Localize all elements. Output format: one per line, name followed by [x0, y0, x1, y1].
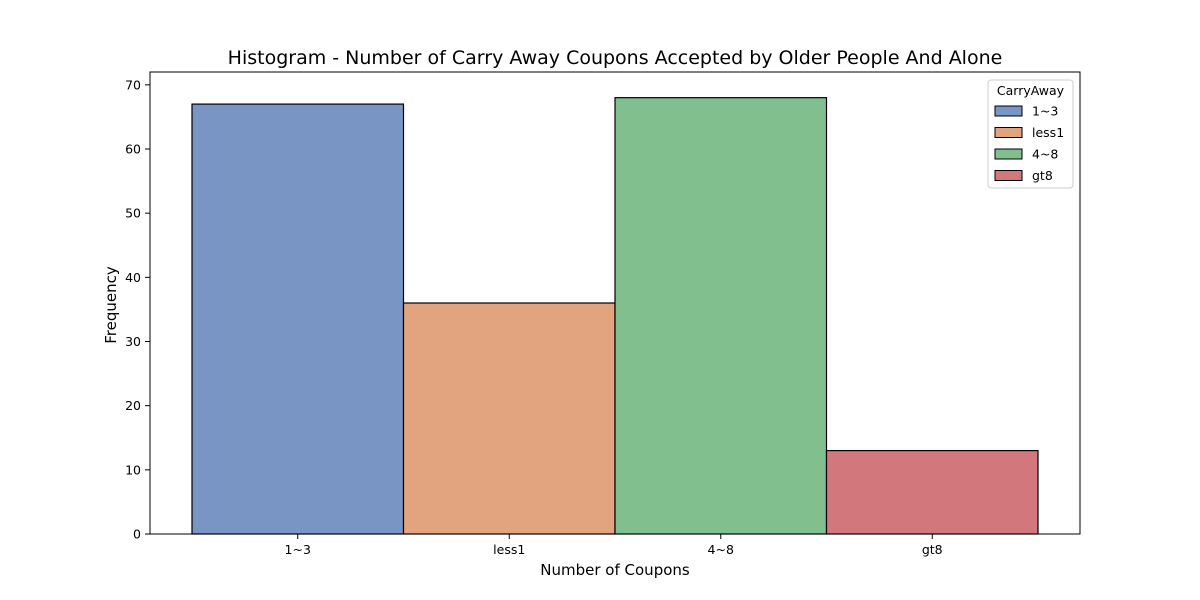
y-tick-label-6: 60 — [125, 142, 141, 157]
y-tick-label-5: 50 — [125, 206, 141, 221]
chart-title: Histogram - Number of Carry Away Coupons… — [228, 47, 1003, 69]
x-tick-label-3: gt8 — [922, 542, 943, 557]
x-tick-label-0: 1~3 — [285, 542, 311, 557]
legend-title: CarryAway — [997, 83, 1065, 98]
legend-label-2: 4~8 — [1032, 147, 1058, 162]
legend-label-0: 1~3 — [1032, 104, 1058, 119]
x-tick-label-2: 4~8 — [708, 542, 734, 557]
x-tick-label-1: less1 — [493, 542, 525, 557]
bar-0 — [191, 103, 405, 535]
legend-label-3: gt8 — [1032, 168, 1053, 183]
bar-3 — [825, 449, 1039, 535]
y-tick-label-2: 20 — [125, 398, 141, 413]
legend-swatch-3 — [994, 170, 1023, 181]
plot-area: 0 10 20 30 40 50 60 70 1~3 less1 4~8 gt8 — [125, 77, 1039, 557]
y-tick-label-1: 10 — [125, 462, 141, 477]
y-axis-label: Frequency — [102, 266, 120, 344]
legend-swatch-2 — [994, 148, 1023, 160]
legend: CarryAway 1~3 less1 4~8 gt8 — [987, 79, 1074, 189]
plot-frame — [149, 71, 1081, 535]
legend-label-1: less1 — [1032, 125, 1064, 140]
y-tick-label-7: 70 — [125, 77, 141, 92]
bar-2 — [614, 97, 828, 535]
legend-swatch-1 — [994, 127, 1023, 138]
bar-1 — [402, 302, 616, 535]
legend-swatch-0 — [994, 105, 1023, 117]
y-tick-label-3: 30 — [125, 334, 141, 349]
x-axis-label: Number of Coupons — [540, 561, 690, 579]
y-tick-label-0: 0 — [133, 527, 141, 542]
y-tick-label-4: 40 — [125, 270, 141, 285]
